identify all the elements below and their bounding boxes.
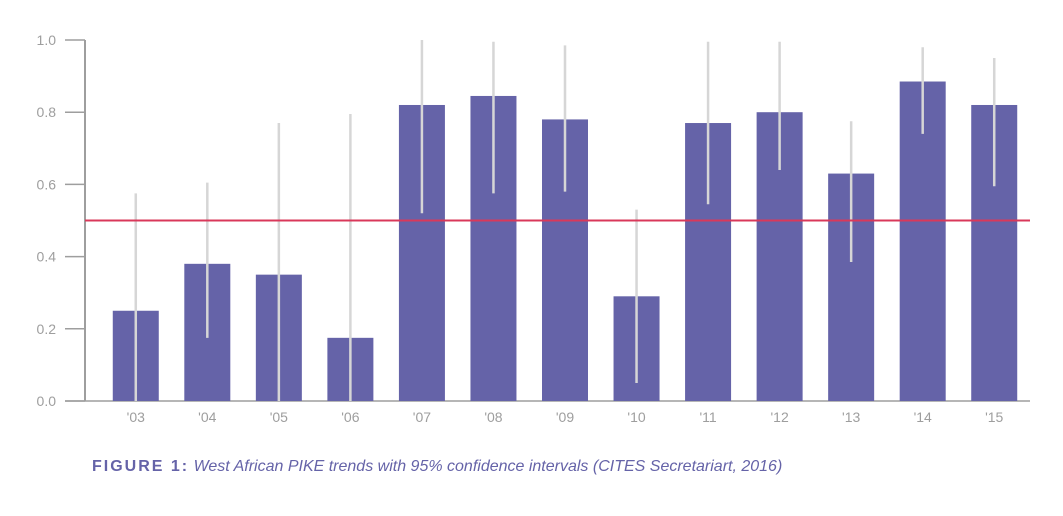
x-tick-label: '12: [770, 409, 788, 425]
x-tick-label: '13: [842, 409, 860, 425]
x-tick-label: '14: [914, 409, 932, 425]
x-tick-label: '11: [699, 409, 716, 425]
y-tick-label: 0.2: [37, 321, 57, 337]
caption-text: West African PIKE trends with 95% confid…: [193, 458, 783, 475]
pike-bar-chart: 0.0 0.2 0.4 0.6 0.8 1.0 '03 '04 '05 '06 '07 '08 '09…: [37, 32, 1030, 425]
x-tick-label: '15: [985, 409, 1003, 425]
confidence-intervals: [134, 40, 996, 401]
x-tick-label: '05: [270, 409, 288, 425]
y-tick-label: 1.0: [37, 32, 57, 48]
y-tick-label: 0.8: [37, 104, 57, 120]
x-tick-label: '04: [198, 409, 216, 425]
y-tick-label: 0.0: [37, 393, 57, 409]
x-tick-label: '06: [341, 409, 359, 425]
figure-caption: FIGURE 1: West African PIKE trends with …: [92, 458, 782, 476]
x-axis-labels: '03 '04 '05 '06 '07 '08 '09 '10 '11 '12 '13 '14 '15: [127, 409, 1004, 425]
x-tick-label: '03: [127, 409, 145, 425]
bar: [899, 81, 946, 401]
x-tick-label: '10: [627, 409, 645, 425]
bar-series: [112, 81, 1018, 402]
x-tick-label: '08: [484, 409, 502, 425]
y-tick-label: 0.6: [37, 176, 57, 192]
x-tick-label: '07: [413, 409, 431, 425]
y-tick-label: 0.4: [37, 249, 57, 265]
x-tick-label: '09: [556, 409, 574, 425]
caption-label: FIGURE 1:: [92, 458, 190, 475]
